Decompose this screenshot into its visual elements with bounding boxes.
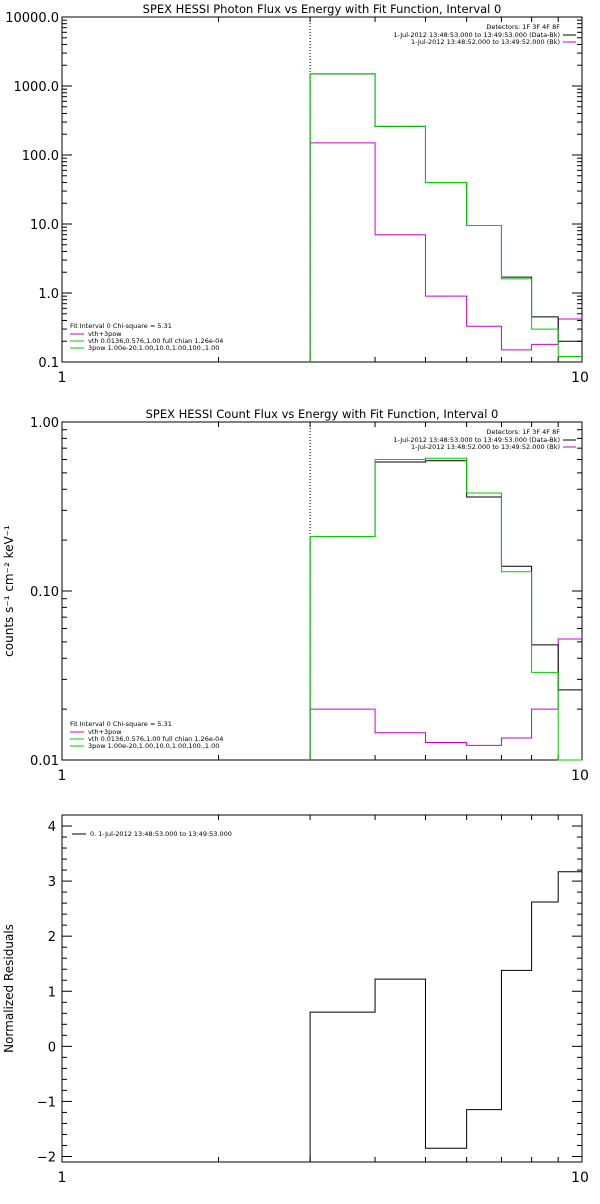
- legend-fit-entry: vth 0.0136,0.576,1.00 full chian 1.26e-0…: [88, 337, 223, 345]
- chart-title: SPEX HESSI Count Flux vs Energy with Fit…: [146, 407, 499, 421]
- y-tick-label: 100.0: [22, 149, 59, 164]
- y-tick-label: 3: [48, 875, 56, 890]
- x-tick-label: 1: [58, 1170, 67, 1186]
- legend-top-entry: 1-Jul-2012 13:48:53.000 to 13:49:53.000 …: [393, 436, 560, 444]
- legend-top-entry: 1-Jul-2012 13:48:52.000 to 13:49:52.000 …: [411, 38, 560, 46]
- y-tick-label: 1.0: [38, 287, 59, 302]
- plot-frame: [61, 814, 583, 1163]
- series-model-step: [309, 457, 582, 761]
- legend-top-entry: 1-Jul-2012 13:48:53.000 to 13:49:53.000 …: [393, 31, 560, 39]
- x-tick-label: 1: [58, 768, 67, 784]
- x-tick-label: 10: [571, 1170, 589, 1186]
- y-tick-label: −2: [37, 1150, 56, 1165]
- y-tick-label: 10.0: [30, 218, 59, 233]
- series-data-step: [309, 871, 582, 1162]
- legend-top-header: Detectors: 1F 3F 4F 8F: [486, 23, 560, 31]
- series-data-step: [309, 460, 582, 760]
- legend-top-entry: 1-Jul-2012 13:48:52.000 to 13:49:52.000 …: [411, 443, 560, 451]
- plot-frame: [61, 16, 583, 363]
- legend-top-header: Detectors: 1F 3F 4F 8F: [486, 428, 560, 436]
- legend-fit-entry: 3pow 1.00e-20,1.00,10.0,1.00,100.,1.00: [88, 344, 219, 352]
- chart-panel-3: Normalized Residuals 1 10 −2 −1 0 1 2 3 4 0. 1-Jul…: [2, 814, 589, 1186]
- y-tick-label: 1.00: [30, 416, 59, 431]
- y-axis-label: Normalized Residuals: [2, 924, 16, 1053]
- y-tick-label: −1: [37, 1095, 56, 1110]
- y-tick-label: 0.1: [38, 356, 59, 371]
- legend-fit-header: Fit Interval 0 Chi-square = 5.31: [70, 720, 172, 728]
- series-background-step: [309, 638, 582, 760]
- y-tick-label: 4: [48, 820, 56, 835]
- x-tick-label: 10: [571, 370, 589, 386]
- x-tick-label: 10: [571, 768, 589, 784]
- y-tick-label: 0: [48, 1040, 56, 1055]
- y-tick-label: 0.10: [30, 585, 59, 600]
- chart-panel-2: SPEX HESSI Count Flux vs Energy with Fit…: [2, 407, 589, 784]
- y-tick-label: 0.01: [30, 754, 59, 769]
- legend-fit-entry: vth+3pow: [88, 728, 122, 736]
- y-tick-label: 10000.0: [5, 11, 59, 26]
- series-data-step: [309, 73, 582, 362]
- series-model-step: [309, 73, 582, 362]
- legend-entry: 0. 1-Jul-2012 13:48:53.000 to 13:49:53.0…: [90, 830, 232, 838]
- y-tick-label: 1: [48, 985, 56, 1000]
- y-tick-label: 2: [48, 930, 56, 945]
- y-axis-label: counts s⁻¹ cm⁻² keV⁻¹: [2, 525, 16, 657]
- legend-fit-entry: vth 0.0136,0.576,1.00 full chian 1.26e-0…: [88, 735, 223, 743]
- y-tick-label: 1000.0: [14, 80, 60, 95]
- chart-panel-1: SPEX HESSI Photon Flux vs Energy with Fi…: [5, 2, 589, 386]
- x-tick-label: 1: [58, 370, 67, 386]
- legend-fit-entry: vth+3pow: [88, 330, 122, 338]
- chart-title: SPEX HESSI Photon Flux vs Energy with Fi…: [143, 2, 502, 16]
- legend-fit-entry: 3pow 1.00e-20,1.00,10.0,1.00,100.,1.00: [88, 742, 219, 750]
- series-background-step: [309, 142, 582, 362]
- legend-fit-header: Fit Interval 0 Chi-square = 5.31: [70, 322, 172, 330]
